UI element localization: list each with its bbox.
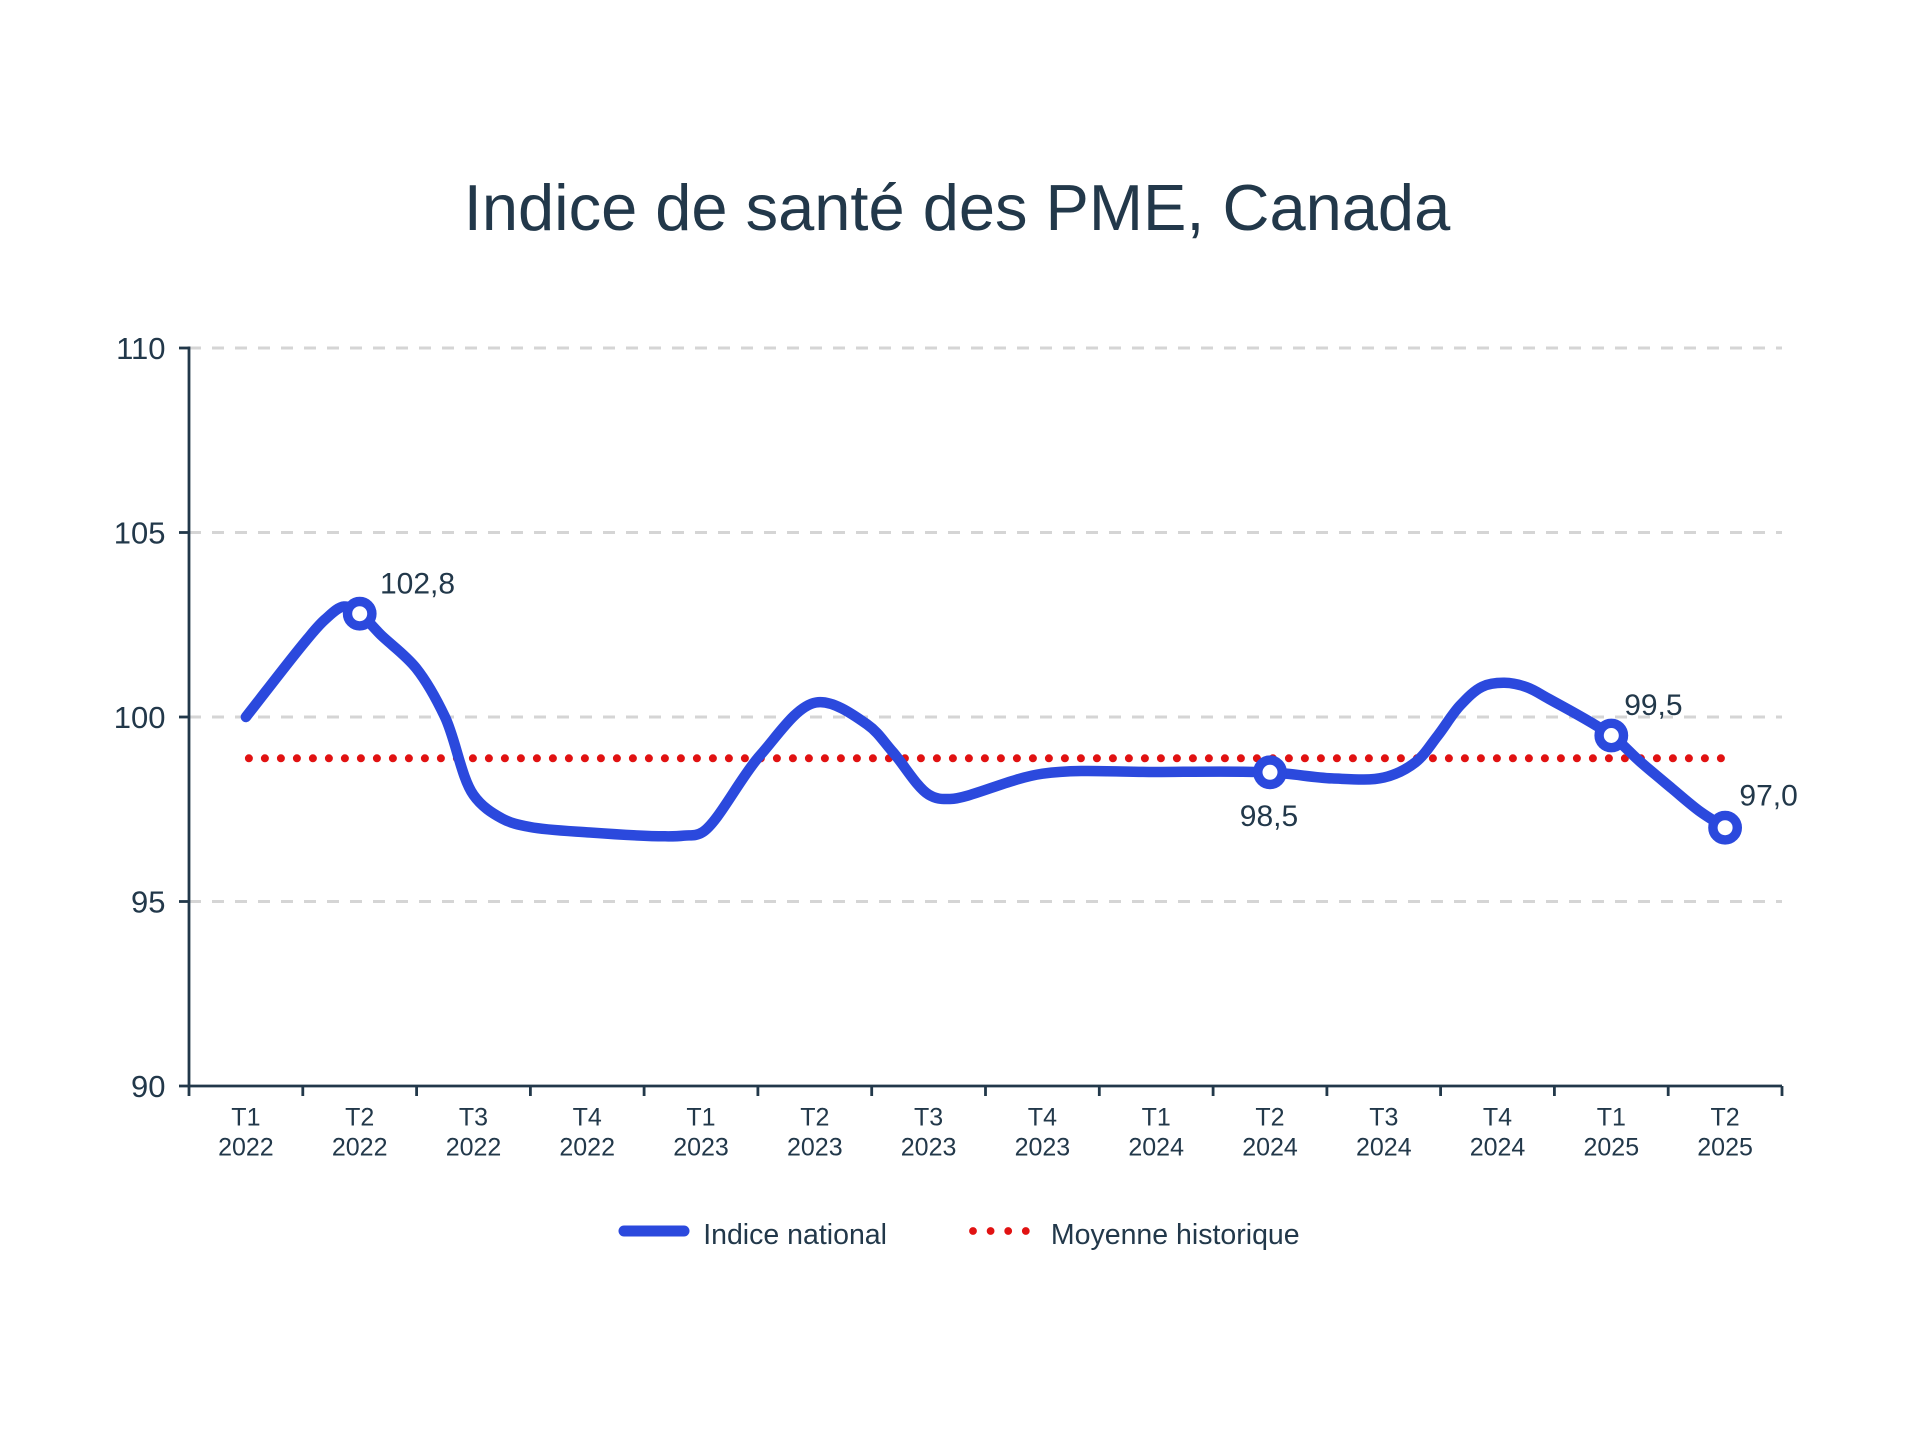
svg-text:T3: T3 bbox=[459, 1104, 488, 1132]
svg-text:T1: T1 bbox=[686, 1104, 715, 1132]
svg-text:2022: 2022 bbox=[332, 1133, 388, 1161]
svg-text:2024: 2024 bbox=[1356, 1133, 1412, 1161]
svg-text:T1: T1 bbox=[1142, 1104, 1171, 1132]
svg-text:2025: 2025 bbox=[1583, 1133, 1639, 1161]
svg-text:T4: T4 bbox=[1483, 1104, 1512, 1132]
svg-text:95: 95 bbox=[131, 885, 165, 920]
svg-text:Indice de santé des PME, Canad: Indice de santé des PME, Canada bbox=[464, 171, 1451, 244]
svg-text:2024: 2024 bbox=[1470, 1133, 1526, 1161]
svg-text:T4: T4 bbox=[573, 1104, 602, 1132]
svg-text:T3: T3 bbox=[914, 1104, 943, 1132]
svg-text:T4: T4 bbox=[1028, 1104, 1057, 1132]
svg-text:2024: 2024 bbox=[1242, 1133, 1298, 1161]
svg-text:T1: T1 bbox=[1597, 1104, 1626, 1132]
svg-text:105: 105 bbox=[114, 516, 166, 551]
svg-text:2022: 2022 bbox=[446, 1133, 502, 1161]
svg-text:2022: 2022 bbox=[218, 1133, 274, 1161]
svg-text:110: 110 bbox=[116, 331, 165, 366]
svg-text:102,8: 102,8 bbox=[380, 568, 455, 601]
svg-text:100: 100 bbox=[114, 700, 166, 735]
svg-text:2023: 2023 bbox=[787, 1133, 843, 1161]
svg-text:90: 90 bbox=[131, 1069, 165, 1104]
svg-text:2025: 2025 bbox=[1697, 1133, 1753, 1161]
svg-text:2023: 2023 bbox=[673, 1133, 729, 1161]
svg-text:T3: T3 bbox=[1369, 1104, 1398, 1132]
svg-text:2022: 2022 bbox=[559, 1133, 615, 1161]
svg-text:Indice national: Indice national bbox=[703, 1219, 887, 1251]
svg-text:T2: T2 bbox=[345, 1104, 374, 1132]
svg-text:T2: T2 bbox=[800, 1104, 829, 1132]
svg-text:2023: 2023 bbox=[1015, 1133, 1071, 1161]
svg-text:T2: T2 bbox=[1255, 1104, 1284, 1132]
svg-text:2023: 2023 bbox=[901, 1133, 957, 1161]
svg-text:Moyenne historique: Moyenne historique bbox=[1051, 1219, 1300, 1251]
svg-text:98,5: 98,5 bbox=[1240, 800, 1298, 833]
svg-text:T2: T2 bbox=[1711, 1104, 1740, 1132]
svg-text:99,5: 99,5 bbox=[1624, 689, 1682, 722]
svg-text:T1: T1 bbox=[231, 1104, 260, 1132]
svg-text:2024: 2024 bbox=[1128, 1133, 1184, 1161]
svg-text:97,0: 97,0 bbox=[1739, 780, 1797, 813]
